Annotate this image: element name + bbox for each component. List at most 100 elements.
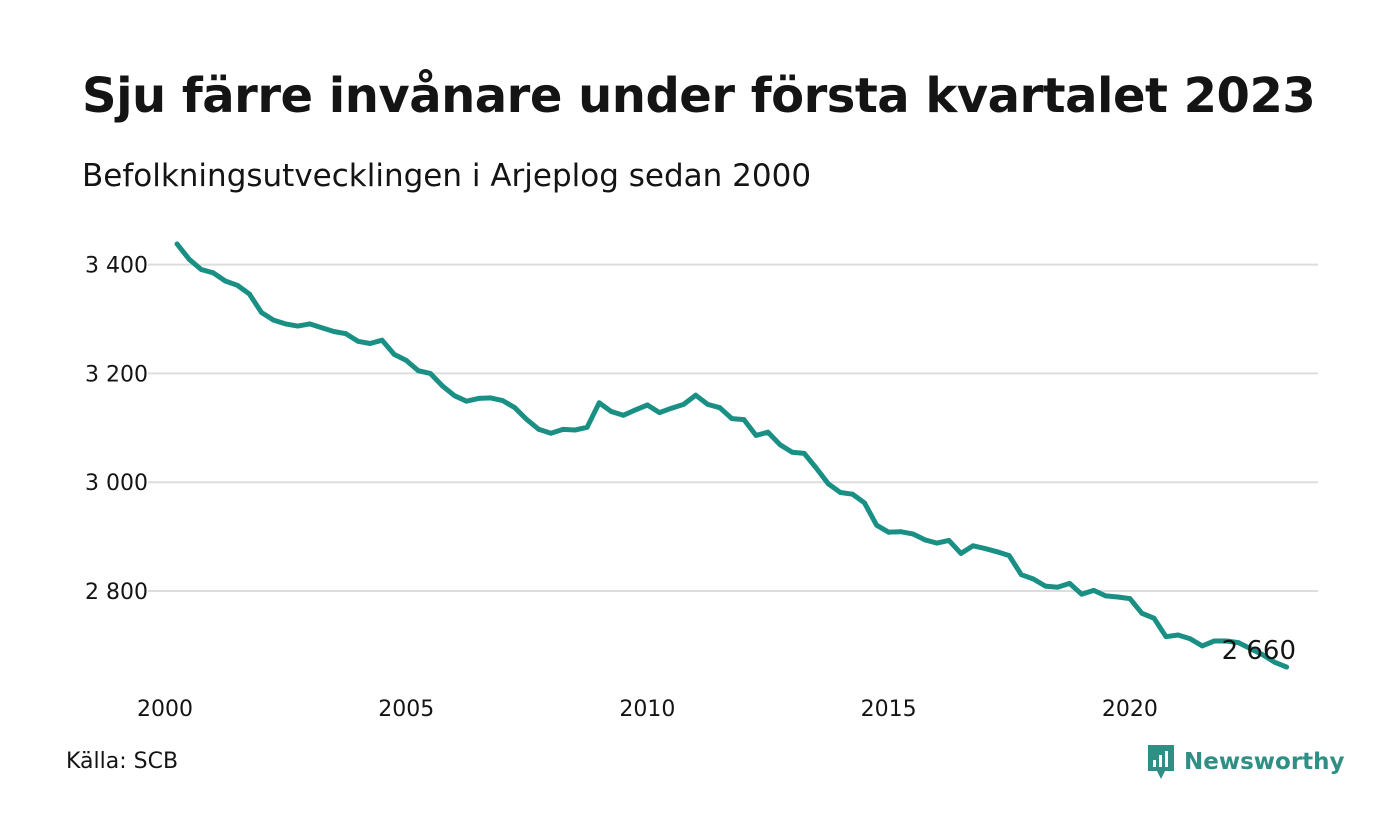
data-point xyxy=(970,543,976,549)
data-point xyxy=(801,450,807,456)
data-point xyxy=(705,402,711,407)
data-point xyxy=(500,398,506,404)
y-tick-label: 3 000 xyxy=(85,471,148,496)
data-point xyxy=(452,393,457,399)
x-tick-label: 2020 xyxy=(1102,697,1158,722)
data-point xyxy=(548,430,554,436)
data-point xyxy=(1030,576,1036,582)
data-point xyxy=(874,522,879,528)
data-point xyxy=(898,529,904,535)
data-point xyxy=(1211,638,1217,644)
data-point xyxy=(1187,636,1193,642)
chart-title: Sju färre invånare under första kvartale… xyxy=(82,68,1316,124)
data-point xyxy=(355,338,361,344)
data-point xyxy=(765,429,771,435)
data-point xyxy=(560,427,566,432)
data-point xyxy=(717,405,723,411)
data-point xyxy=(693,392,699,398)
data-point xyxy=(307,321,313,327)
data-point xyxy=(512,405,518,411)
data-point xyxy=(813,465,819,471)
data-point xyxy=(319,325,325,331)
data-point xyxy=(741,417,747,423)
data-point xyxy=(608,409,614,414)
end-value-label: 2 660 xyxy=(1222,636,1296,666)
y-axis-tick-labels: 2 800 3 000 3 200 3 400 xyxy=(85,254,148,605)
series-line xyxy=(174,241,1290,670)
data-point xyxy=(837,490,843,495)
data-point xyxy=(1079,591,1085,597)
brand-name: Newsworthy xyxy=(1184,749,1345,775)
y-tick-label: 3 200 xyxy=(85,362,148,387)
data-point xyxy=(632,407,638,413)
data-point xyxy=(958,551,964,556)
data-point xyxy=(753,433,759,438)
data-point xyxy=(777,442,783,448)
data-point xyxy=(620,412,626,418)
data-point xyxy=(862,500,867,506)
data-point xyxy=(427,371,433,376)
data-point xyxy=(367,341,373,346)
data-point xyxy=(210,270,216,276)
data-point xyxy=(825,481,831,487)
series-group xyxy=(174,241,1290,670)
data-point xyxy=(1235,640,1241,646)
data-point xyxy=(1151,615,1157,621)
data-point xyxy=(1139,610,1145,616)
data-point xyxy=(488,395,494,401)
data-point xyxy=(1248,646,1253,652)
data-point xyxy=(439,383,445,389)
data-point xyxy=(1067,580,1072,586)
data-point xyxy=(982,546,988,551)
data-point xyxy=(464,398,469,404)
data-point xyxy=(524,417,530,423)
y-tick-label: 2 800 xyxy=(85,580,148,605)
data-point xyxy=(934,540,940,546)
data-point xyxy=(1199,643,1205,649)
data-point xyxy=(1272,659,1277,665)
data-point xyxy=(1115,594,1121,600)
brand-logo: Newsworthy xyxy=(1146,742,1345,782)
data-point xyxy=(584,424,590,430)
data-point xyxy=(222,278,228,284)
data-point xyxy=(1055,584,1060,590)
data-point xyxy=(403,357,409,363)
data-point xyxy=(596,400,602,406)
data-point xyxy=(331,329,337,334)
data-point xyxy=(922,537,928,543)
data-point xyxy=(283,321,289,327)
data-point xyxy=(234,282,240,288)
data-point xyxy=(271,317,276,323)
data-point xyxy=(1223,638,1229,644)
x-axis-tick-labels: 2000 2005 2010 2015 2020 xyxy=(137,697,1158,722)
grid-lines xyxy=(148,263,1318,592)
x-tick-label: 2015 xyxy=(861,697,917,722)
data-point xyxy=(886,529,892,535)
data-point xyxy=(681,402,687,407)
data-point xyxy=(789,449,795,455)
data-point xyxy=(295,323,301,329)
data-point xyxy=(1284,664,1290,670)
data-point xyxy=(729,416,735,421)
data-point xyxy=(476,396,481,401)
data-point xyxy=(247,291,252,297)
data-point xyxy=(1175,632,1181,638)
x-tick-label: 2000 xyxy=(137,697,193,722)
y-tick-label: 3 400 xyxy=(85,254,148,279)
x-tick-label: 2010 xyxy=(619,697,675,722)
data-point xyxy=(415,368,421,374)
data-point xyxy=(391,351,397,357)
x-tick-label: 2005 xyxy=(378,697,434,722)
data-point xyxy=(946,537,952,543)
source-note: Källa: SCB xyxy=(66,749,179,774)
data-point xyxy=(910,531,916,537)
data-point xyxy=(1103,593,1109,599)
data-point xyxy=(343,331,349,337)
data-point xyxy=(994,549,1000,555)
data-point xyxy=(1018,572,1024,578)
data-point xyxy=(174,241,180,247)
data-point xyxy=(379,337,385,343)
data-point xyxy=(259,310,264,315)
data-point xyxy=(645,402,650,408)
